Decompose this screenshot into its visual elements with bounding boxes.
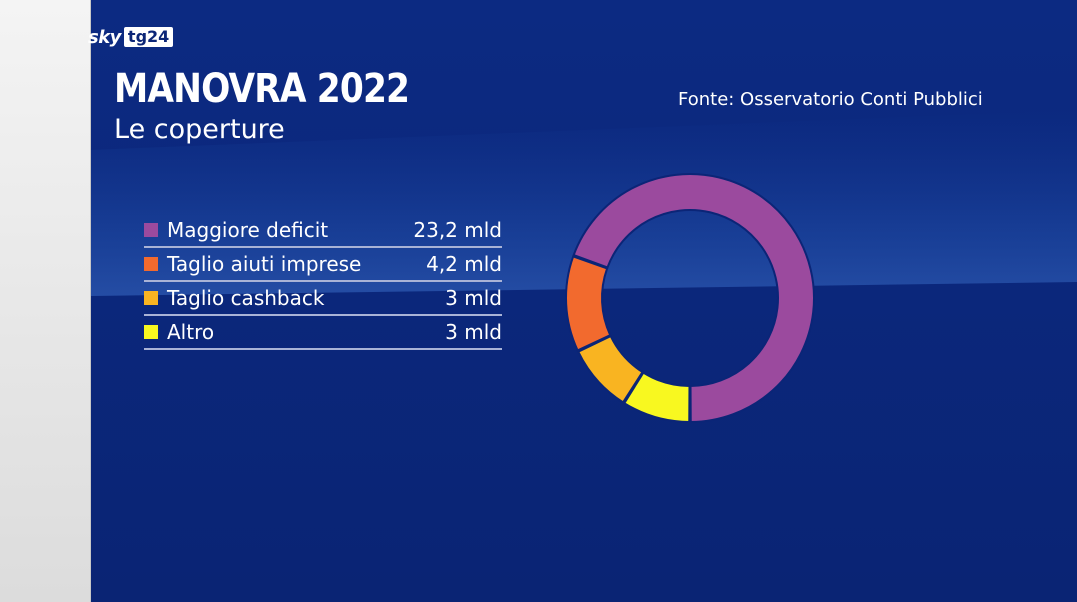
legend-value: 4,2 mld [426,252,502,276]
legend-swatch [144,325,158,339]
legend-swatch [144,257,158,271]
page-title: MANOVRA 2022 [114,66,410,112]
donut-slice [572,173,815,424]
donut-slice [622,371,691,424]
legend-value: 23,2 mld [413,218,502,242]
source-note: Fonte: Osservatorio Conti Pubblici [678,89,983,110]
donut-chart [565,173,815,424]
legend-value: 3 mld [445,286,502,310]
legend-value: 3 mld [445,320,502,344]
legend-swatch [144,223,158,237]
legend-row: Taglio cashback 3 mld [144,282,502,316]
legend-row: Altro 3 mld [144,316,502,350]
donut-slice [565,255,612,352]
legend-label: Altro [167,320,215,344]
logo-sky-text: sky [88,26,121,48]
legend-label: Taglio aiuti imprese [167,252,362,276]
left-side-strip [0,0,91,602]
chart-legend: Maggiore deficit 23,2 mld Taglio aiuti imp… [144,214,502,350]
legend-row: Maggiore deficit 23,2 mld [144,214,502,248]
legend-row: Taglio aiuti imprese 4,2 mld [144,248,502,282]
donut-slice [576,334,644,404]
sky-tg24-logo: sky tg24 [88,25,174,49]
legend-label: Maggiore deficit [167,218,329,242]
page-subtitle: Le coperture [114,114,285,145]
legend-swatch [144,291,158,305]
logo-tg24-text: tg24 [123,27,174,47]
legend-label: Taglio cashback [167,286,325,310]
